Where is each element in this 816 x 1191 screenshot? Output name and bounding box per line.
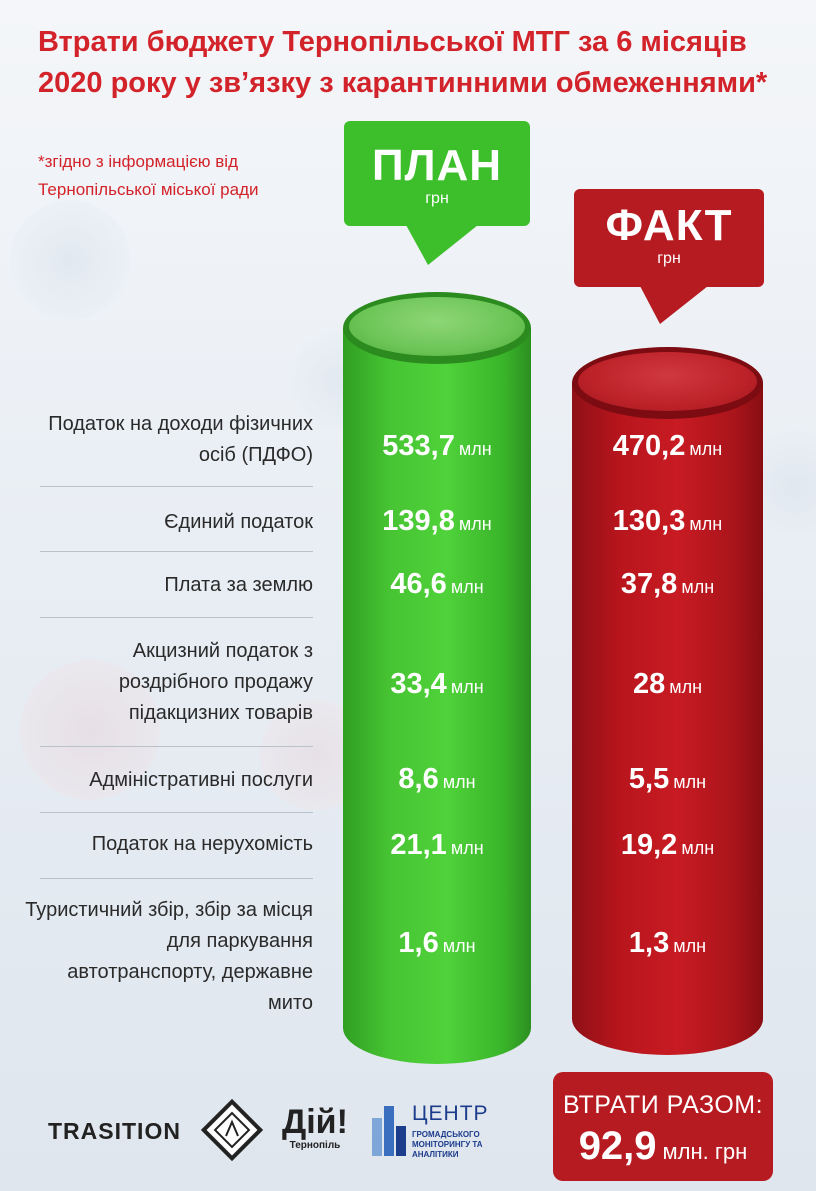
fact-value: 37,8 млн [620, 568, 715, 600]
page-title: Втрати бюджету Тернопільської МТГ за 6 м… [38, 26, 768, 99]
plan-value: 533,7 млн [382, 430, 492, 462]
total-label: ВТРАТИ РАЗОМ: [562, 1091, 764, 1119]
fact-value: 19,2 млн [620, 829, 715, 861]
transition-logo: TRASITION [48, 1118, 181, 1144]
plan-unit: грн [425, 190, 449, 207]
row-divider [40, 551, 313, 552]
fact-cylinder [572, 347, 763, 1055]
total-value: 92,9 млн. грн [578, 1124, 748, 1168]
fact-value: 28 млн [632, 668, 703, 700]
row-label: Акцизний податок з роздрібного продажу п… [118, 640, 313, 724]
row-label: Адміністративні послуги [89, 769, 313, 791]
diy-logo: Дій! Тернопіль [282, 1103, 348, 1151]
building-icon [372, 1106, 406, 1156]
virus-decoration-icon [20, 660, 160, 800]
row-divider [40, 617, 313, 618]
people-in-need-logo [200, 1098, 264, 1162]
fact-callout-pointer [640, 286, 708, 324]
row-divider [40, 486, 313, 487]
virus-decoration-icon [10, 200, 130, 320]
plan-callout-pointer [406, 225, 478, 265]
fact-value: 130,3 млн [612, 505, 723, 537]
plan-label: ПЛАН [371, 141, 503, 190]
plan-value: 8,6 млн [398, 763, 476, 795]
plan-value: 33,4 млн [390, 668, 484, 700]
total-losses-box: ВТРАТИ РАЗОМ: 92,9 млн. грн [553, 1072, 773, 1181]
fact-value: 470,2 млн [612, 430, 723, 462]
row-label: Податок на нерухомість [91, 833, 313, 855]
fact-value: 1,3 млн [628, 927, 707, 959]
source-note: *згідно з інформацією від Тернопільської… [38, 152, 259, 199]
plan-value: 21,1 млн [390, 829, 484, 861]
plan-cylinder [343, 292, 531, 1064]
plan-callout: ПЛАН грн [344, 121, 530, 226]
row-label: Плата за землю [164, 574, 313, 596]
fact-label: ФАКТ [605, 201, 733, 250]
row-divider [40, 878, 313, 879]
plan-value: 139,8 млн [382, 505, 492, 537]
row-divider [40, 746, 313, 747]
row-divider [40, 812, 313, 813]
plan-value: 1,6 млн [398, 927, 476, 959]
fact-value: 5,5 млн [628, 763, 707, 795]
row-label: Туристичний збір, збір за місця для парк… [25, 899, 313, 1014]
monitoring-center-logo: ЦЕНТР ГРОМАДСЬКОГО МОНІТОРИНГУ ТА АНАЛІТ… [370, 1100, 490, 1160]
plan-value: 46,6 млн [390, 568, 484, 600]
fact-unit: грн [657, 250, 681, 267]
row-label: Податок на доходи фізичних осіб (ПДФО) [48, 413, 313, 466]
fact-callout: ФАКТ грн [574, 189, 764, 287]
row-label: Єдиний податок [164, 511, 313, 533]
